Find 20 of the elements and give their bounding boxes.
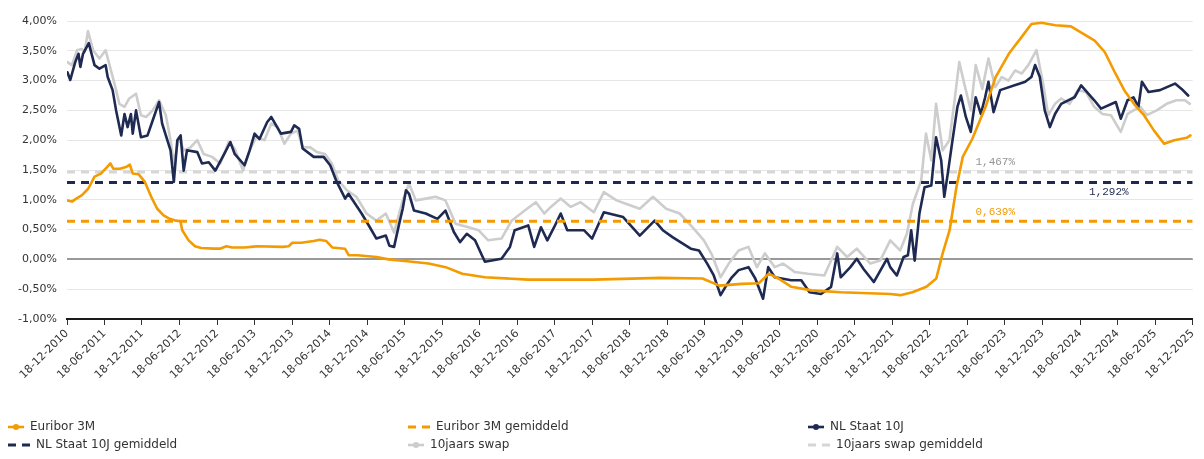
y-tick-label: -1,00% — [18, 311, 57, 325]
y-tick-label: 1,00% — [22, 192, 57, 206]
y-tick-label: 2,50% — [22, 103, 57, 117]
y-tick-label: 4,00% — [22, 13, 57, 27]
data-label: 1,467% — [975, 156, 1016, 169]
y-tick-label: 1,50% — [22, 162, 57, 176]
y-tick-label: 0,50% — [22, 222, 57, 236]
y-tick-label: 3,00% — [22, 73, 57, 87]
legend-label: 10jaars swap — [430, 437, 510, 452]
y-tick-label: 0,00% — [22, 252, 57, 266]
data-label: 1,292% — [1089, 185, 1130, 198]
legend-label: NL Staat 10J gemiddeld — [36, 437, 178, 452]
y-tick-label: 3,50% — [22, 43, 57, 57]
y-tick-label: 2,00% — [22, 133, 57, 147]
legend-label: Euribor 3M — [30, 419, 96, 434]
data-label: 0,639% — [975, 205, 1016, 218]
legend-label: NL Staat 10J — [830, 419, 904, 434]
legend-label: 10jaars swap gemiddeld — [836, 437, 983, 452]
legend-label: Euribor 3M gemiddeld — [436, 419, 569, 434]
y-tick-label: -0,50% — [18, 282, 57, 296]
